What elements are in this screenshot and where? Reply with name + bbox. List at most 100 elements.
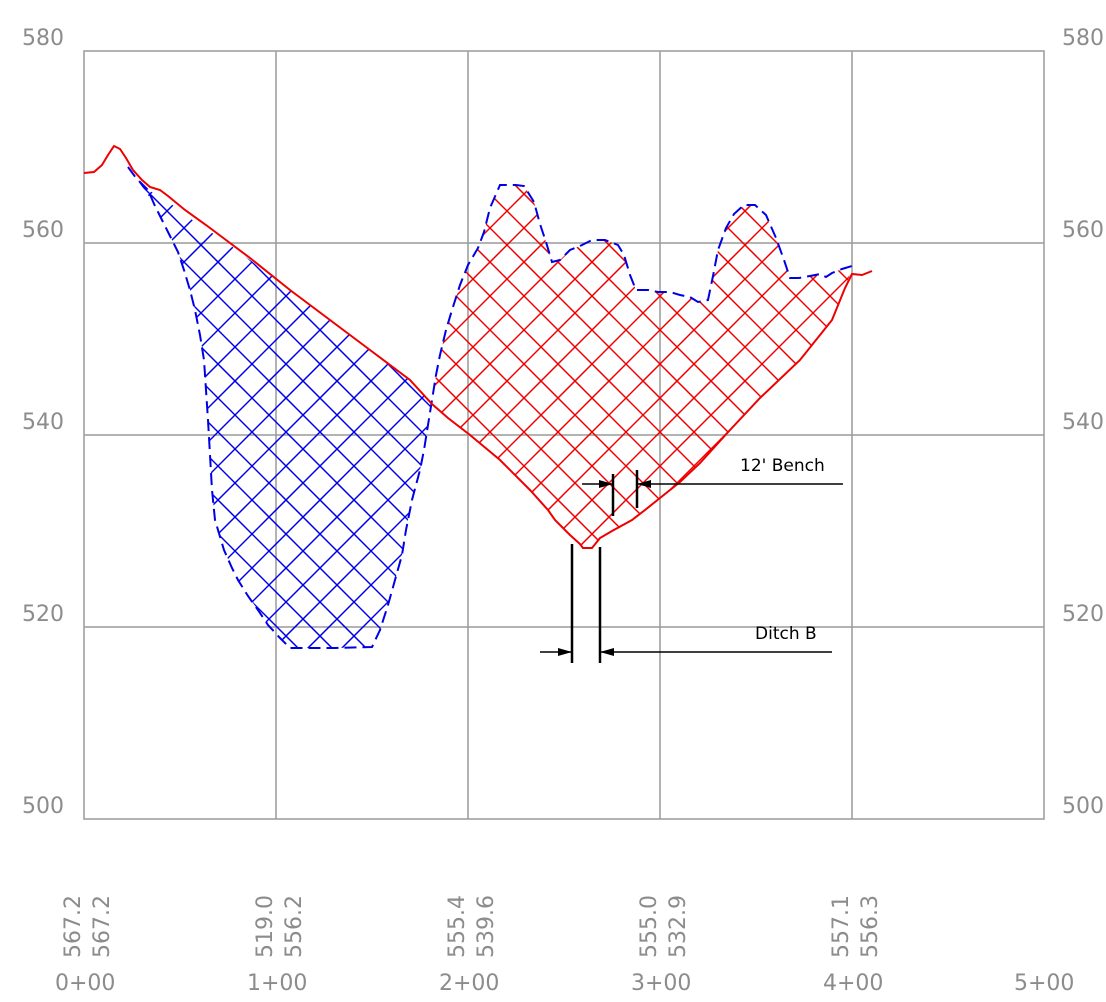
station-label: 3+00 xyxy=(631,971,691,996)
hatch-line xyxy=(193,167,432,648)
existing-elevation-reading: 567.2 xyxy=(61,895,86,958)
hatch-line xyxy=(432,185,852,548)
hatch-line xyxy=(840,0,1106,1000)
hatch-line xyxy=(432,185,852,548)
hatch-line xyxy=(635,185,852,548)
hatch-line xyxy=(1010,0,1106,1000)
hatch-line xyxy=(432,185,447,548)
hatch-line xyxy=(193,167,432,648)
hatch-line xyxy=(1078,0,1106,1000)
hatch-line xyxy=(128,167,432,648)
hatch-line xyxy=(128,167,432,648)
hatch-line xyxy=(432,185,852,548)
hatch-line xyxy=(128,167,413,648)
hatch-line xyxy=(0,0,310,1000)
hatch-line xyxy=(128,167,432,648)
hatch-line xyxy=(0,0,344,1000)
proposed-elevation-reading: 567.2 xyxy=(90,895,115,958)
hatch-line xyxy=(0,0,38,1000)
hatch-line xyxy=(500,0,1106,1000)
hatch-line xyxy=(128,167,432,648)
hatch-line xyxy=(1010,0,1106,1000)
hatch-line xyxy=(805,185,852,548)
hatch-line xyxy=(432,185,583,548)
ditch-arrowhead xyxy=(600,648,614,656)
hatch-line xyxy=(465,185,852,548)
hatch-line xyxy=(432,185,852,548)
hatch-line xyxy=(432,185,821,548)
hatch-line xyxy=(568,0,1106,1000)
hatch-line xyxy=(0,0,208,1000)
bench-callout-label: 12' Bench xyxy=(740,456,825,476)
hatch-line xyxy=(159,167,432,648)
hatch-line xyxy=(128,167,432,648)
hatch-line xyxy=(432,185,852,548)
hatch-line xyxy=(397,167,432,648)
hatch-line xyxy=(128,167,432,648)
hatch-line xyxy=(976,0,1106,1000)
hatch-line xyxy=(432,185,852,548)
hatch-line xyxy=(128,167,141,648)
hatch-line xyxy=(432,185,447,548)
elevation-label-left: 520 xyxy=(22,602,64,627)
hatch-line xyxy=(908,0,1106,1000)
hatch-line xyxy=(432,185,549,548)
hatch-line xyxy=(227,167,432,648)
hatch-line xyxy=(432,185,549,548)
hatch-line xyxy=(976,0,1106,1000)
hatch-line xyxy=(1078,0,1106,1000)
hatch-line xyxy=(432,185,852,548)
hatch-line xyxy=(704,0,1106,1000)
hatch-line xyxy=(0,0,276,1000)
hatch-line xyxy=(1010,0,1106,1000)
hatch-line xyxy=(602,0,1106,1000)
hatch-line xyxy=(432,185,651,548)
station-label: 0+00 xyxy=(55,971,115,996)
hatch-line xyxy=(432,185,852,548)
hatch-line xyxy=(432,185,852,548)
hatch-line xyxy=(432,185,617,548)
hatch-line xyxy=(128,167,345,648)
hatch-line xyxy=(942,0,1106,1000)
hatch-line xyxy=(0,0,106,1000)
hatch-line xyxy=(1078,0,1106,1000)
hatch-line xyxy=(128,167,175,648)
hatch-line xyxy=(363,167,432,648)
hatch-line xyxy=(1078,0,1106,1000)
hatch-line xyxy=(567,185,852,548)
hatch-line xyxy=(128,167,379,648)
hatch-line xyxy=(534,0,1106,1000)
hatch-line xyxy=(329,167,432,648)
hatch-line xyxy=(432,185,821,548)
hatch-line xyxy=(432,185,852,548)
hatch-line xyxy=(432,185,787,548)
hatch-line xyxy=(772,0,1106,1000)
hatch-line xyxy=(432,185,719,548)
hatch-line xyxy=(128,167,432,648)
hatch-line xyxy=(0,0,72,1000)
station-label: 1+00 xyxy=(247,971,307,996)
elevation-label-left: 560 xyxy=(22,218,64,243)
hatch-line xyxy=(636,0,1106,1000)
existing-elevation-reading: 519.0 xyxy=(253,895,278,958)
hatch-line xyxy=(128,167,432,648)
hatch-line xyxy=(159,167,432,648)
hatch-line xyxy=(0,0,412,1000)
hatch-line xyxy=(0,0,4,1000)
hatch-line xyxy=(128,167,432,648)
hatch-line xyxy=(128,167,432,648)
hatch-line xyxy=(772,0,1106,1000)
hatch-line xyxy=(874,0,1106,1000)
hatch-line xyxy=(0,0,38,1000)
hatch-line xyxy=(128,167,432,648)
elevation-label-right: 560 xyxy=(1062,218,1104,243)
hatch-line xyxy=(128,167,432,648)
hatch-line xyxy=(432,185,852,548)
hatch-line xyxy=(1010,0,1106,1000)
existing-elevation-reading: 555.4 xyxy=(445,895,470,958)
hatch-line xyxy=(771,185,852,548)
hatch-line xyxy=(0,0,174,1000)
